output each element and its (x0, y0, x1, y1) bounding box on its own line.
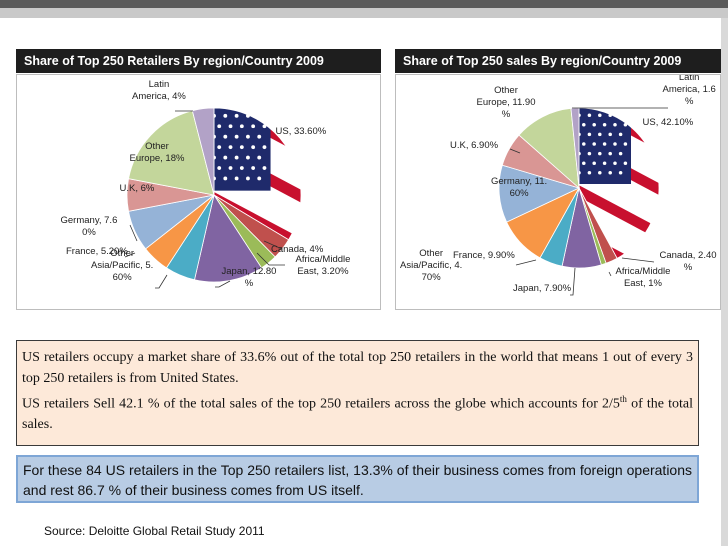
retailers-label-japan: Japan, 12.80% (222, 266, 277, 290)
sales-label-line: % (683, 262, 693, 273)
retailers-label-line: Latin (148, 79, 170, 90)
sales-leader-japan (570, 267, 576, 296)
summary-paragraph-2: US retailers Sell 42.1 % of the total sa… (22, 389, 693, 436)
sales-label-line: Latin (678, 74, 700, 83)
sales-label-line: Other (419, 248, 444, 259)
retailers-label-line: France, 5.20% (66, 246, 128, 257)
retailers-label-line: Japan, 12.80 (221, 266, 277, 277)
sales-label-line: Africa/Middle (615, 266, 671, 277)
sales-label-canada: Canada, 2.40% (660, 250, 717, 274)
sales-label-other-asia-pacific: Other Asia/Pacific, 4. 70% (400, 248, 462, 284)
sales-label-line: East, 1% (623, 278, 662, 289)
retailers-label-line: Germany, 7.6 (60, 215, 118, 226)
retailers-label-other-europe: Other Europe, 18% (130, 141, 185, 165)
retailers-leader-other-asia-pacific (155, 274, 168, 289)
sales-label-line: America, 1.6 (662, 84, 716, 95)
sales-leader-other-asia-pacific (515, 259, 537, 266)
retailers-slice-japan (194, 193, 263, 283)
sales-label-line: 60% (509, 188, 529, 199)
foreign-operations-panel: For these 84 US retailers in the Top 250… (16, 455, 699, 503)
sales-label-line: % (501, 109, 511, 120)
pie-chart-retailers: US, 33.60% Canada, 4% Africa/Middle East, 3… (16, 74, 381, 310)
retailers-label-line: Other (145, 141, 169, 152)
summary-paragraph-2-start: US retailers Sell 42.1 % of the total sa… (22, 396, 620, 412)
summary-paragraph-1: US retailers occupy a market share of 33… (22, 350, 693, 386)
sales-label-line: 70% (421, 272, 441, 283)
summary-paragraph-2-end: of the total sales. (22, 396, 694, 433)
slide-top-bar-light (0, 8, 728, 18)
sales-label-line: US, 42.10% (642, 117, 694, 128)
sales-label-line: France, 9.90% (453, 250, 515, 261)
retailers-label-line: Other (110, 248, 135, 259)
sales-label-other-europe: Other Europe, 11.90% (477, 85, 536, 121)
retailers-label-us: US, 33.60% (276, 126, 327, 138)
retailers-label-u-k: U.K, 6% (120, 183, 155, 195)
chart-title-sales: Share of Top 250 sales By region/Country… (395, 49, 721, 73)
sales-label-line: Other (494, 85, 518, 96)
retailers-label-line: Asia/Pacific, 5. (91, 260, 154, 271)
retailers-label-line: America, 4% (132, 91, 186, 102)
source-citation: Source: Deloitte Global Retail Study 201… (44, 524, 265, 538)
chart-title-retailers: Share of Top 250 Retailers By region/Cou… (16, 49, 381, 73)
retailers-slice-other-europe (128, 110, 215, 196)
sales-label-latin-america: Latin America, 1.6% (662, 74, 716, 108)
slide-right-edge (721, 18, 728, 546)
sales-label-japan: Japan, 7.90% (513, 283, 571, 295)
sales-label-line: Europe, 11.90 (476, 97, 536, 108)
retailers-label-line: Europe, 18% (129, 153, 185, 164)
retailers-label-line: U.K, 6% (119, 183, 155, 194)
retailers-label-line: Canada, 4% (271, 244, 324, 255)
retailers-leader-canada (263, 240, 283, 250)
sales-label-us: US, 42.10% (643, 117, 694, 129)
retailers-label-line: % (244, 278, 254, 289)
retailers-label-france: France, 5.20% (66, 246, 128, 258)
sales-label-line: U.K, 6.90% (450, 140, 499, 151)
retailers-label-canada: Canada, 4% (271, 244, 323, 256)
pie-chart-sales: US, 42.10% Canada, 2.40% Africa/Middle East… (395, 74, 721, 310)
retailers-label-africa-middle-east: Africa/Middle East, 3.20% (296, 254, 351, 278)
retailers-leader-germany (129, 224, 138, 242)
sales-label-line: Asia/Pacific, 4. (400, 260, 463, 271)
retailers-leader-france (124, 252, 136, 258)
sales-leader-africa-middle-east (608, 271, 612, 277)
summary-superscript: th (619, 394, 627, 404)
retailers-label-line: 60% (112, 272, 132, 283)
sales-label-line: Germany, 11. (491, 176, 548, 187)
sales-label-africa-middle-east: Africa/Middle East, 1% (616, 266, 671, 290)
retailers-leader-africa-middle-east (256, 252, 285, 266)
sales-label-germany: Germany, 11. 60% (491, 176, 547, 200)
pie-chart-sales-svg (498, 107, 668, 296)
sales-slice-us-outline (578, 107, 660, 259)
sales-slice-other-europe (518, 107, 580, 189)
retailers-label-latin-america: Latin America, 4% (132, 79, 186, 103)
retailers-label-line: Africa/Middle (295, 254, 351, 265)
sales-label-line: Canada, 2.40 (659, 250, 717, 261)
sales-leader-u-k (509, 148, 521, 154)
retailers-leader-japan (215, 280, 231, 288)
pie-chart-retailers-svg (124, 107, 302, 289)
retailers-label-line: US, 33.60% (275, 126, 327, 137)
summary-text-panel: US retailers occupy a market share of 33… (16, 340, 699, 446)
sales-leader-canada (621, 257, 655, 263)
retailers-label-other-asia-pacific: Other Asia/Pacific, 5. 60% (91, 248, 153, 284)
sales-label-line: Japan, 7.90% (513, 283, 572, 294)
slide-top-bar (0, 0, 728, 8)
retailers-label-germany: Germany, 7.6 0% (61, 215, 118, 239)
sales-label-line: % (684, 96, 694, 107)
retailers-label-line: East, 3.20% (297, 266, 349, 277)
retailers-slice-us-outline (213, 107, 302, 241)
retailers-label-line: 0% (82, 227, 96, 238)
sales-label-u-k: U.K, 6.90% (450, 140, 498, 152)
sales-label-france: France, 9.90% (453, 250, 515, 262)
